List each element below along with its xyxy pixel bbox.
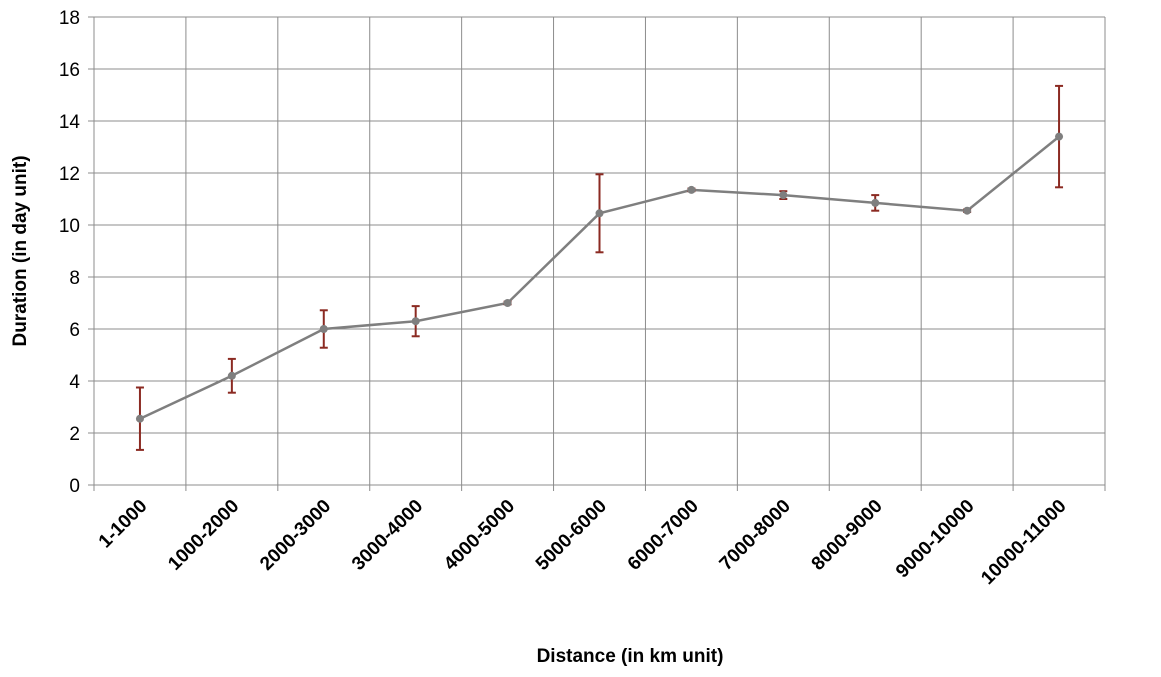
point	[135, 414, 144, 423]
y-tick-label: 14	[59, 112, 81, 133]
x-tick-label: 1-1000	[95, 496, 152, 553]
point	[319, 325, 328, 333]
x-tick-label: 7000-8000	[716, 496, 795, 575]
y-tick-label: 18	[59, 8, 80, 29]
x-tick-label: 4000-5000	[440, 496, 519, 575]
y-tick-label: 10	[59, 216, 80, 237]
point	[1055, 132, 1064, 141]
point	[227, 371, 236, 380]
point	[411, 317, 420, 326]
y-tick-label: 2	[69, 424, 80, 445]
y-tick-label: 12	[59, 164, 80, 185]
y-tick-label: 4	[69, 372, 80, 393]
x-tick-label: 10000-11000	[977, 496, 1070, 589]
point	[595, 209, 604, 218]
point	[963, 206, 972, 215]
x-tick-label: 5000-6000	[532, 496, 611, 575]
x-tick-label: 3000-4000	[348, 496, 427, 575]
point	[871, 198, 880, 207]
x-tick-label: 1000-2000	[164, 496, 243, 575]
y-tick-label: 8	[69, 268, 80, 289]
point	[687, 185, 696, 194]
point	[779, 191, 788, 200]
y-axis-title: Duration (in day unit)	[10, 155, 31, 346]
x-tick-label: 9000-10000	[892, 496, 979, 583]
y-tick-label: 0	[69, 476, 80, 497]
x-tick-label: 6000-7000	[624, 496, 703, 575]
y-tick-label: 6	[69, 320, 80, 341]
y-tick-label: 16	[59, 60, 80, 81]
x-axis-title: Distance (in km unit)	[537, 646, 724, 667]
x-tick-label: 8000-9000	[808, 496, 887, 575]
x-tick-label: 2000-3000	[256, 496, 335, 575]
point	[503, 299, 512, 307]
